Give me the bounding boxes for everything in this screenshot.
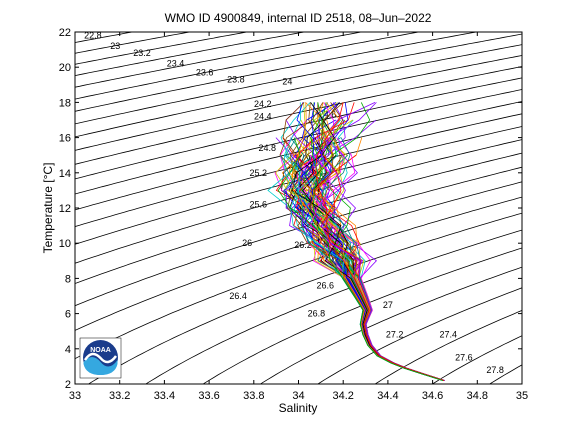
contour-label: 23: [110, 41, 120, 51]
isopycnal-line: [145, 229, 522, 384]
y-tick-label: 22: [59, 27, 71, 39]
contour-label: 23.8: [227, 75, 245, 85]
x-tick-label: 33.6: [198, 390, 219, 402]
y-tick-label: 2: [65, 379, 71, 391]
contour-label: 24.6: [319, 110, 337, 120]
isopycnal-line: [75, 55, 522, 151]
isopycnal-line: [488, 364, 522, 384]
contour-label: 24.2: [254, 99, 272, 109]
y-tick-label: 14: [59, 168, 71, 180]
contour-label: 23.2: [133, 48, 151, 58]
x-tick-label: 33.4: [154, 390, 175, 402]
profile-line: [277, 137, 443, 381]
logo-wave: [83, 357, 118, 375]
contour-label: 25.6: [250, 199, 268, 209]
y-tick-label: 10: [59, 238, 71, 250]
contour-label: 26.6: [317, 280, 335, 290]
x-axis-label: Salinity: [279, 401, 318, 415]
isopycnal-line: [75, 101, 522, 211]
isopycnal-line: [75, 32, 364, 88]
isopycnal-line: [431, 335, 522, 384]
contour-label: 23.6: [196, 67, 214, 77]
isopycnal-line: [75, 66, 522, 165]
contour-label: 27.6: [455, 353, 473, 363]
x-tick-label: 33: [69, 390, 81, 402]
isopycnal-line: [75, 32, 249, 65]
contour-label: 24.8: [258, 143, 276, 153]
profile-line: [315, 102, 445, 381]
logo-gull: [83, 352, 118, 364]
profile-lines: [267, 102, 445, 381]
y-tick-label: 16: [59, 133, 71, 145]
isopycnal-line: [259, 266, 522, 384]
contour-label: 27: [383, 300, 393, 310]
isopycnal-line: [87, 212, 522, 384]
isopycnal-line: [374, 309, 522, 384]
logo-wordmark: NOAA: [90, 347, 111, 354]
y-tick-label: 8: [65, 273, 71, 285]
contour-label: 27.8: [486, 365, 504, 375]
y-tick-label: 6: [65, 309, 71, 321]
y-tick-label: 20: [59, 62, 71, 74]
isopycnal-line: [75, 89, 522, 195]
isopycnal-line: [75, 44, 522, 138]
contour-label: 26.4: [229, 291, 247, 301]
x-tick-label: 34.2: [332, 390, 353, 402]
chart-title: WMO ID 4900849, internal ID 2518, 08–Jun…: [165, 11, 432, 25]
contour-label: 24.4: [254, 111, 272, 121]
isopycnal-line: [75, 77, 522, 180]
isopycnal-line: [202, 247, 522, 384]
x-tick-label: 35: [516, 390, 528, 402]
isopycnal-line: [75, 32, 421, 100]
y-tick-label: 4: [65, 344, 71, 356]
isopycnal-line: [75, 33, 522, 125]
contour-label: 24: [282, 76, 292, 86]
noaa-logo: NOAA: [79, 337, 122, 379]
contour-label: 26.2: [294, 240, 312, 250]
contour-label: 27.4: [439, 330, 457, 340]
isopycnal-line: [75, 32, 307, 77]
y-axis-label: Temperature [°C]: [41, 163, 55, 254]
x-tick-label: 33.8: [243, 390, 264, 402]
contour-label: 26.8: [308, 309, 326, 319]
isopycnal-line: [75, 181, 522, 331]
x-tick-label: 34: [292, 390, 304, 402]
contour-label: 27.2: [386, 330, 404, 340]
contour-label: 22.8: [84, 31, 102, 41]
y-tick-label: 18: [59, 97, 71, 109]
contour-label: 26: [242, 238, 252, 248]
x-tick-label: 33.2: [109, 390, 130, 402]
isopycnal-line: [317, 287, 522, 384]
isopycnal-line: [75, 32, 479, 112]
isopycnal-line: [75, 196, 522, 360]
isopycnal-line: [75, 32, 135, 43]
x-axis: 33 33.2 33.4 33.6 33.8 34 34.2 34.4 34.6 34.8 35: [69, 32, 528, 402]
x-tick-label: 34.8: [467, 390, 488, 402]
x-tick-label: 34.6: [422, 390, 443, 402]
isopycnal-line: [75, 32, 192, 54]
y-tick-label: 12: [59, 203, 71, 215]
contour-label: 25.2: [250, 168, 268, 178]
contour-label: 23.4: [167, 59, 185, 69]
x-tick-label: 34.4: [377, 390, 398, 402]
